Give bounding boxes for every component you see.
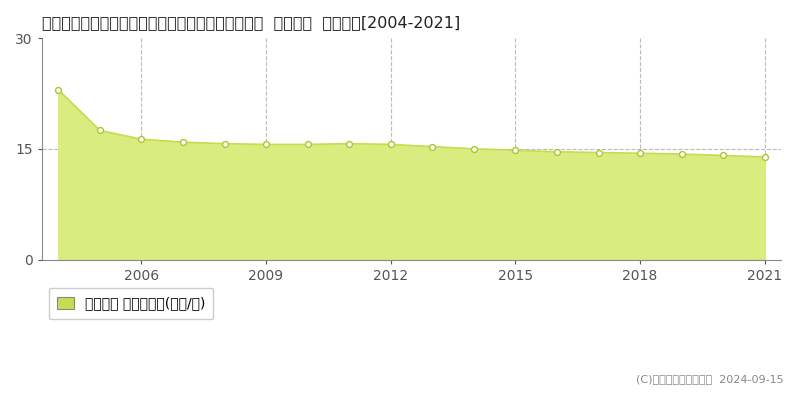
Point [675, 151, 688, 157]
Point [758, 154, 771, 160]
Point [218, 140, 231, 147]
Text: 愛知県知多郡南知多町大字内海字亥新田１１９番外  地価公示  地価推移[2004-2021]: 愛知県知多郡南知多町大字内海字亥新田１１９番外 地価公示 地価推移[2004-2… [42, 15, 460, 30]
Point [634, 150, 646, 156]
Point [592, 149, 605, 156]
Point [177, 139, 190, 145]
Point [94, 127, 106, 134]
Legend: 地価公示 平均坪単価(万円/坪): 地価公示 平均坪単価(万円/坪) [49, 288, 214, 319]
Point [467, 146, 480, 152]
Point [135, 136, 148, 142]
Text: (C)土地価格ドットコム  2024-09-15: (C)土地価格ドットコム 2024-09-15 [636, 374, 784, 384]
Point [342, 140, 355, 147]
Point [717, 152, 730, 159]
Point [302, 141, 314, 148]
Point [509, 147, 522, 154]
Point [550, 148, 563, 155]
Point [260, 141, 273, 148]
Point [426, 144, 438, 150]
Point [384, 141, 397, 148]
Point [52, 86, 65, 93]
